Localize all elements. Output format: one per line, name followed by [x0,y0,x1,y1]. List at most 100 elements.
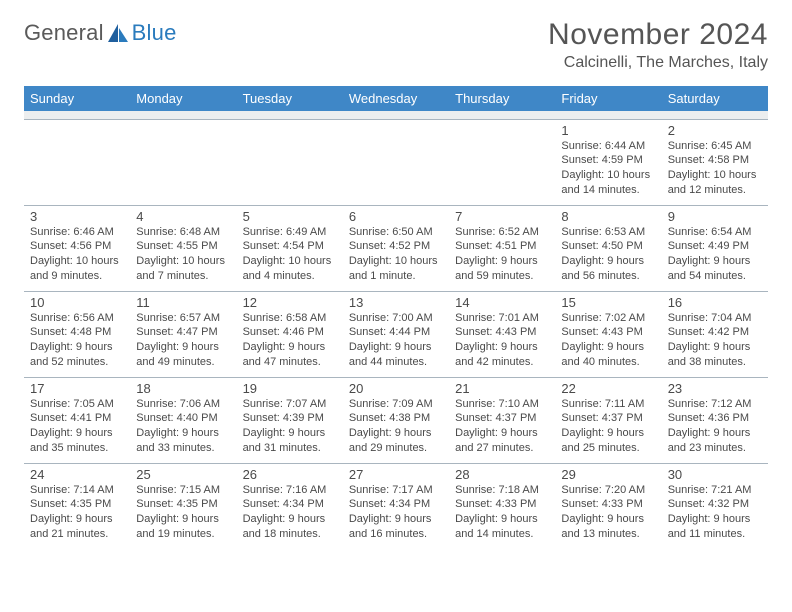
day-cell: 17Sunrise: 7:05 AMSunset: 4:41 PMDayligh… [24,377,130,463]
daylight2-text: and 14 minutes. [561,183,655,198]
sunrise-text: Sunrise: 7:15 AM [136,483,230,498]
sunset-text: Sunset: 4:52 PM [349,239,443,254]
sunset-text: Sunset: 4:36 PM [668,411,762,426]
sunset-text: Sunset: 4:33 PM [455,497,549,512]
day-cell: 9Sunrise: 6:54 AMSunset: 4:49 PMDaylight… [662,205,768,291]
day-number: 5 [243,206,337,225]
sunrise-text: Sunrise: 6:58 AM [243,311,337,326]
daylight1-text: Daylight: 9 hours [455,426,549,441]
sunrise-text: Sunrise: 7:01 AM [455,311,549,326]
day-number: 17 [30,378,124,397]
daylight1-text: Daylight: 9 hours [136,512,230,527]
daylight1-text: Daylight: 9 hours [243,512,337,527]
daylight1-text: Daylight: 9 hours [349,512,443,527]
day-number: 7 [455,206,549,225]
daylight1-text: Daylight: 9 hours [668,512,762,527]
sunset-text: Sunset: 4:43 PM [561,325,655,340]
sunrise-text: Sunrise: 7:00 AM [349,311,443,326]
day-cell: 27Sunrise: 7:17 AMSunset: 4:34 PMDayligh… [343,463,449,549]
sunset-text: Sunset: 4:35 PM [136,497,230,512]
day-cell: 4Sunrise: 6:48 AMSunset: 4:55 PMDaylight… [130,205,236,291]
day-cell [449,119,555,205]
sunrise-text: Sunrise: 7:09 AM [349,397,443,412]
daylight1-text: Daylight: 9 hours [30,340,124,355]
sunset-text: Sunset: 4:37 PM [561,411,655,426]
day-number: 9 [668,206,762,225]
day-cell: 8Sunrise: 6:53 AMSunset: 4:50 PMDaylight… [555,205,661,291]
day-cell [24,119,130,205]
sunrise-text: Sunrise: 7:04 AM [668,311,762,326]
sunset-text: Sunset: 4:51 PM [455,239,549,254]
day-cell: 26Sunrise: 7:16 AMSunset: 4:34 PMDayligh… [237,463,343,549]
sunset-text: Sunset: 4:42 PM [668,325,762,340]
daylight1-text: Daylight: 9 hours [668,254,762,269]
sunrise-text: Sunrise: 6:52 AM [455,225,549,240]
daylight2-text: and 9 minutes. [30,269,124,284]
daylight1-text: Daylight: 9 hours [30,426,124,441]
day-cell: 25Sunrise: 7:15 AMSunset: 4:35 PMDayligh… [130,463,236,549]
week-row: 3Sunrise: 6:46 AMSunset: 4:56 PMDaylight… [24,205,768,291]
daylight2-text: and 23 minutes. [668,441,762,456]
day-cell: 15Sunrise: 7:02 AMSunset: 4:43 PMDayligh… [555,291,661,377]
day-cell: 29Sunrise: 7:20 AMSunset: 4:33 PMDayligh… [555,463,661,549]
day-number: 12 [243,292,337,311]
daylight2-text: and 44 minutes. [349,355,443,370]
day-number: 4 [136,206,230,225]
sunset-text: Sunset: 4:33 PM [561,497,655,512]
daylight1-text: Daylight: 9 hours [136,340,230,355]
daylight2-text: and 16 minutes. [349,527,443,542]
daylight1-text: Daylight: 10 hours [30,254,124,269]
header-gutter [24,111,768,119]
daylight1-text: Daylight: 10 hours [668,168,762,183]
day-number: 19 [243,378,337,397]
calendar-table: SundayMondayTuesdayWednesdayThursdayFrid… [24,86,768,549]
day-header: Monday [130,86,236,111]
day-cell: 11Sunrise: 6:57 AMSunset: 4:47 PMDayligh… [130,291,236,377]
brand-text-right: Blue [132,20,177,46]
sunset-text: Sunset: 4:50 PM [561,239,655,254]
day-cell [130,119,236,205]
day-number: 27 [349,464,443,483]
day-cell: 12Sunrise: 6:58 AMSunset: 4:46 PMDayligh… [237,291,343,377]
day-cell: 28Sunrise: 7:18 AMSunset: 4:33 PMDayligh… [449,463,555,549]
day-cell: 2Sunrise: 6:45 AMSunset: 4:58 PMDaylight… [662,119,768,205]
daylight2-text: and 31 minutes. [243,441,337,456]
day-cell: 19Sunrise: 7:07 AMSunset: 4:39 PMDayligh… [237,377,343,463]
day-header: Sunday [24,86,130,111]
sunrise-text: Sunrise: 7:07 AM [243,397,337,412]
day-number: 28 [455,464,549,483]
sunset-text: Sunset: 4:37 PM [455,411,549,426]
sunset-text: Sunset: 4:43 PM [455,325,549,340]
sunset-text: Sunset: 4:41 PM [30,411,124,426]
daylight2-text: and 47 minutes. [243,355,337,370]
sunrise-text: Sunrise: 6:49 AM [243,225,337,240]
day-cell: 18Sunrise: 7:06 AMSunset: 4:40 PMDayligh… [130,377,236,463]
daylight1-text: Daylight: 9 hours [455,254,549,269]
week-row: 10Sunrise: 6:56 AMSunset: 4:48 PMDayligh… [24,291,768,377]
sunrise-text: Sunrise: 6:53 AM [561,225,655,240]
daylight1-text: Daylight: 9 hours [455,340,549,355]
sunrise-text: Sunrise: 7:18 AM [455,483,549,498]
sunrise-text: Sunrise: 7:14 AM [30,483,124,498]
sunset-text: Sunset: 4:48 PM [30,325,124,340]
day-number: 3 [30,206,124,225]
daylight1-text: Daylight: 9 hours [668,340,762,355]
day-header: Wednesday [343,86,449,111]
daylight2-text: and 12 minutes. [668,183,762,198]
brand-sail-icon [106,22,130,44]
daylight2-text: and 40 minutes. [561,355,655,370]
day-cell: 20Sunrise: 7:09 AMSunset: 4:38 PMDayligh… [343,377,449,463]
day-number: 30 [668,464,762,483]
day-number: 2 [668,120,762,139]
sunrise-text: Sunrise: 7:11 AM [561,397,655,412]
sunset-text: Sunset: 4:34 PM [349,497,443,512]
daylight1-text: Daylight: 9 hours [561,340,655,355]
day-cell: 22Sunrise: 7:11 AMSunset: 4:37 PMDayligh… [555,377,661,463]
day-cell: 14Sunrise: 7:01 AMSunset: 4:43 PMDayligh… [449,291,555,377]
day-cell: 10Sunrise: 6:56 AMSunset: 4:48 PMDayligh… [24,291,130,377]
daylight1-text: Daylight: 9 hours [243,340,337,355]
daylight2-text: and 14 minutes. [455,527,549,542]
day-cell: 23Sunrise: 7:12 AMSunset: 4:36 PMDayligh… [662,377,768,463]
sunrise-text: Sunrise: 7:21 AM [668,483,762,498]
sunset-text: Sunset: 4:39 PM [243,411,337,426]
